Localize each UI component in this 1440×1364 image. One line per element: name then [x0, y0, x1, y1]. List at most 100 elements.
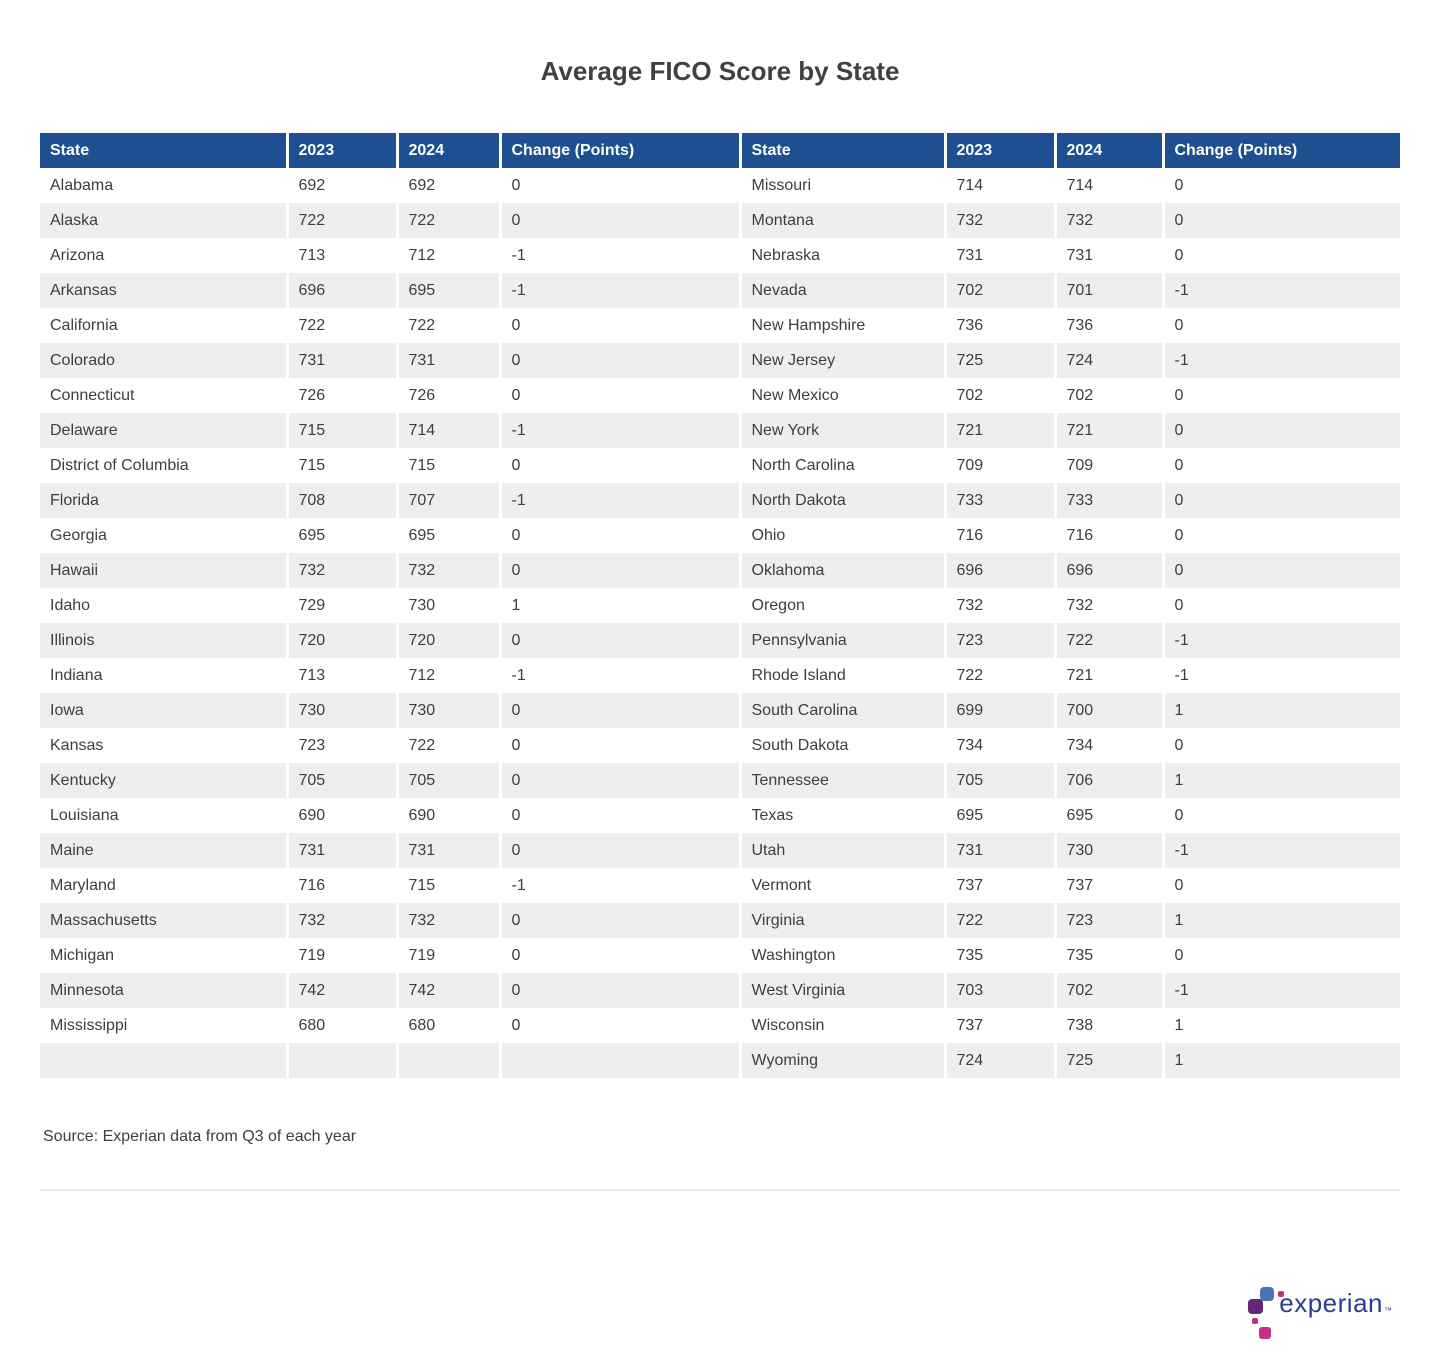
score-2023-cell: 731 — [285, 343, 397, 378]
state-cell: Arizona — [50, 246, 105, 264]
change-cell: 0 — [498, 378, 740, 413]
column-header-2023-right: 2023 — [943, 133, 1055, 168]
change-cell: 0 — [1161, 203, 1400, 238]
score-2023-cell: 702 — [943, 273, 1055, 308]
change-cell: 0 — [498, 308, 740, 343]
logo-magenta-dot-icon — [1278, 1291, 1285, 1297]
score-2024-cell: 696 — [1053, 553, 1163, 588]
score-2023-cell: 709 — [943, 448, 1055, 483]
score-2024-cell: 731 — [1053, 238, 1163, 273]
column-header-2023-left: 2023 — [285, 133, 397, 168]
table-row: Alaska 722 722 0 Montana 732 732 0 — [40, 203, 1400, 238]
state-cell: Maine — [40, 833, 287, 868]
score-2024-cell: 722 — [395, 728, 500, 763]
state-cell: Idaho — [50, 596, 91, 614]
score-2023-cell: 713 — [285, 658, 397, 693]
state-cell: Nevada — [738, 273, 945, 308]
table-row: Kansas 723 722 0 South Dakota 734 734 0 — [40, 728, 1400, 763]
score-2023-cell: 737 — [943, 1008, 1055, 1043]
score-2023-cell: 729 — [285, 588, 397, 623]
change-cell: 1 — [1161, 1043, 1400, 1078]
score-2024-cell: 733 — [1053, 483, 1163, 518]
table-row: Florida 708 707 -1 North Dakota 733 733 0 — [40, 483, 1400, 518]
score-2024-cell: 715 — [395, 868, 500, 903]
table-row: Kentucky 705 705 0 Tennessee 705 706 1 — [40, 763, 1400, 798]
state-cell: South Dakota — [738, 728, 945, 763]
state-cell — [40, 1043, 287, 1078]
score-2023-cell: 695 — [943, 798, 1055, 833]
score-2023-cell — [285, 1043, 397, 1078]
table-row: Idaho 729 730 1 Oregon 732 732 0 — [40, 588, 1400, 623]
change-cell: -1 — [498, 868, 740, 903]
column-header-state-left: State — [40, 133, 287, 168]
change-cell: 0 — [1161, 238, 1400, 273]
state-cell: New Hampshire — [738, 308, 945, 343]
change-cell: 0 — [1161, 308, 1400, 343]
score-2023-cell: 713 — [285, 238, 397, 273]
change-cell: -1 — [498, 273, 740, 308]
table-row: Michigan 719 719 0 Washington 735 735 0 — [40, 938, 1400, 973]
score-2023-cell: 680 — [285, 1008, 397, 1043]
table-row: Alabama 692 692 0 Missouri 714 714 0 — [40, 168, 1400, 203]
state-cell: South Carolina — [738, 693, 945, 728]
change-cell: 0 — [498, 833, 740, 868]
column-header-2024-right: 2024 — [1053, 133, 1163, 168]
state-cell: Maryland — [50, 876, 116, 894]
score-2023-cell: 715 — [285, 448, 397, 483]
source-note: Source: Experian data from Q3 of each ye… — [43, 1128, 357, 1145]
score-2024-cell: 716 — [1053, 518, 1163, 553]
score-2024-cell: 726 — [395, 378, 500, 413]
score-2023-cell: 702 — [943, 378, 1055, 413]
state-cell: Iowa — [40, 693, 287, 728]
change-cell: 0 — [1161, 483, 1400, 518]
state-cell: Michigan — [50, 946, 115, 964]
score-2023-cell: 714 — [943, 168, 1055, 203]
state-cell: Ohio — [738, 518, 945, 553]
state-cell: Alabama — [50, 176, 114, 194]
change-cell: 0 — [1161, 378, 1400, 413]
change-cell: 0 — [1161, 553, 1400, 588]
change-cell: -1 — [1161, 658, 1400, 693]
experian-wordmark: experian — [1279, 1288, 1383, 1318]
column-header-2024-left: 2024 — [395, 133, 500, 168]
state-cell: Louisiana — [50, 806, 119, 824]
column-header-state-right: State — [738, 133, 945, 168]
score-2023-cell: 731 — [285, 833, 397, 868]
change-cell: -1 — [498, 238, 740, 273]
score-2023-cell: 721 — [943, 413, 1055, 448]
score-2024-cell: 707 — [395, 483, 500, 518]
column-header-change-left: Change (Points) — [498, 133, 740, 168]
change-cell: -1 — [1161, 973, 1400, 1008]
change-cell: 1 — [1161, 763, 1400, 798]
table-row: Massachusetts 732 732 0 Virginia 722 723 1 — [40, 903, 1400, 938]
state-cell: Montana — [738, 203, 945, 238]
table-row: District of Columbia 715 715 0 North Carolin… — [40, 448, 1400, 483]
state-cell: Illinois — [40, 623, 287, 658]
fico-table-container: State 2023 2024 Change (Points) State 20… — [40, 133, 1400, 1078]
state-cell: Oklahoma — [738, 553, 945, 588]
state-cell: Kentucky — [40, 763, 287, 798]
state-cell: Nebraska — [738, 238, 945, 273]
score-2024-cell: 714 — [1053, 168, 1163, 203]
table-row: Arkansas 696 695 -1 Nevada 702 701 -1 — [40, 273, 1400, 308]
score-2023-cell: 731 — [943, 238, 1055, 273]
score-2024-cell: 732 — [1053, 588, 1163, 623]
state-cell: North Carolina — [738, 448, 945, 483]
score-2023-cell: 703 — [943, 973, 1055, 1008]
score-2023-cell: 696 — [285, 273, 397, 308]
score-2023-cell: 715 — [285, 413, 397, 448]
score-2023-cell: 722 — [943, 903, 1055, 938]
change-cell: 0 — [498, 203, 740, 238]
state-cell: Connecticut — [50, 386, 135, 404]
score-2023-cell: 695 — [285, 518, 397, 553]
score-2024-cell: 721 — [1053, 413, 1163, 448]
change-cell — [498, 1043, 740, 1078]
score-2023-cell: 692 — [285, 168, 397, 203]
change-cell: 0 — [1161, 448, 1400, 483]
change-cell: 0 — [498, 763, 740, 798]
score-2024-cell: 738 — [1053, 1008, 1163, 1043]
change-cell: -1 — [1161, 623, 1400, 658]
change-cell: 0 — [498, 693, 740, 728]
change-cell: 0 — [498, 518, 740, 553]
state-cell: West Virginia — [738, 973, 945, 1008]
